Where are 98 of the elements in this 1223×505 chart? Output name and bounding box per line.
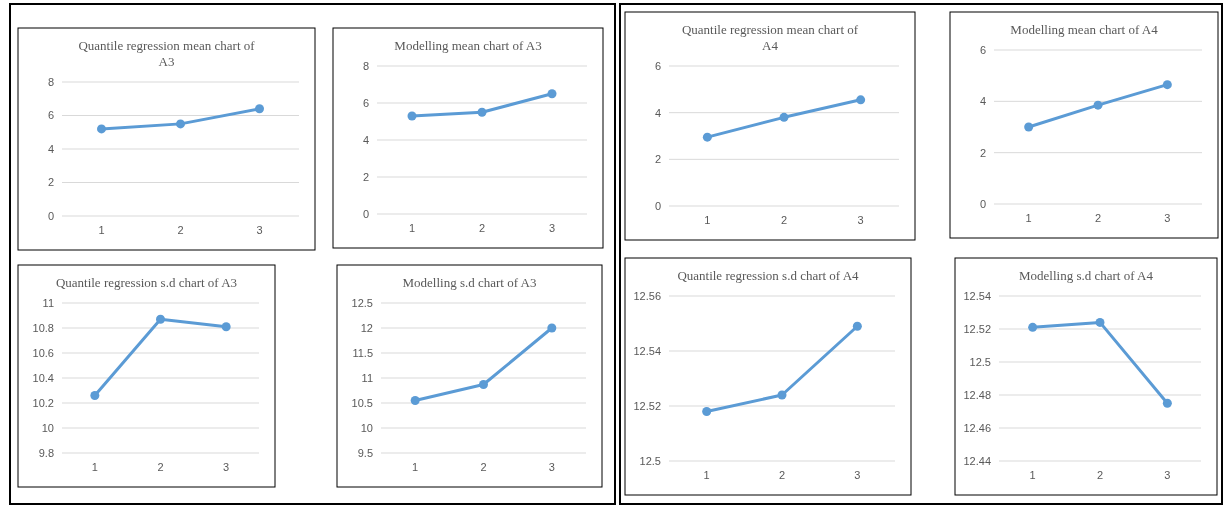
y-tick-label: 12.48 (963, 388, 991, 401)
y-tick-label: 4 (362, 133, 369, 146)
y-tick-label: 12.5 (639, 454, 661, 467)
point (702, 132, 712, 142)
y-tick-label: 12.54 (633, 344, 661, 357)
y-tick-label: 9.8 (38, 446, 54, 459)
y-tick-label: 6 (47, 109, 54, 122)
point (779, 112, 789, 122)
x-tick-label: 2 (480, 461, 487, 473)
y-tick-label: 8 (362, 59, 369, 72)
x-tick-label: 3 (548, 461, 555, 473)
y-tick-label: 6 (979, 43, 986, 56)
y-tick-label: 12.52 (633, 399, 661, 412)
x-tick-label: 2 (1094, 212, 1102, 224)
point (479, 380, 488, 389)
y-tick-label: 4 (654, 106, 661, 119)
point (702, 407, 712, 416)
chart-title: Modelling mean chart of A4 (1010, 22, 1159, 37)
point (856, 95, 866, 105)
point (97, 124, 106, 134)
point (221, 322, 231, 332)
x-tick-label: 2 (177, 224, 184, 236)
chart-title: Quantile regression s.d chart of A4 (677, 268, 860, 283)
y-tick-label: 4 (47, 142, 54, 155)
y-tick-label: 0 (654, 199, 661, 212)
y-tick-label: 12 (360, 321, 373, 334)
y-tick-label: 12.5 (969, 355, 991, 368)
y-tick-label: 12.44 (963, 454, 991, 467)
y-tick-label: 6 (654, 59, 661, 72)
x-tick-label: 2 (780, 214, 788, 226)
chart-title: Modelling s.d chart of A4 (1019, 268, 1154, 283)
x-tick-label: 1 (704, 214, 711, 226)
y-tick-label: 10 (41, 421, 54, 434)
y-tick-label: 9.5 (357, 446, 373, 459)
point (1162, 398, 1172, 408)
point (1028, 322, 1038, 332)
chart-title: Quantile regression mean chart of A4 (681, 22, 859, 53)
x-tick-label: 1 (1029, 469, 1036, 481)
y-tick-label: 10.5 (351, 396, 373, 409)
y-tick-label: 10.8 (32, 321, 54, 334)
point (90, 391, 100, 400)
y-tick-label: 11.5 (352, 346, 373, 359)
x-tick-label: 3 (854, 469, 861, 481)
y-tick-label: 10.4 (32, 371, 54, 384)
chart-title: Modelling mean chart of A3 (394, 38, 542, 53)
y-tick-label: 12.56 (633, 289, 661, 302)
y-tick-label: 11 (42, 296, 54, 309)
y-tick-label: 10 (360, 421, 373, 434)
x-tick-label: 3 (256, 224, 263, 236)
point (477, 107, 487, 117)
point (156, 314, 165, 324)
chart-title: Quantile regression s.d chart of A3 (55, 275, 238, 290)
x-tick-label: 1 (408, 222, 416, 234)
y-tick-label: 2 (979, 146, 986, 159)
y-tick-label: 2 (47, 176, 54, 189)
y-tick-label: 2 (654, 153, 661, 166)
x-tick-label: 2 (1096, 469, 1104, 481)
point (176, 119, 185, 129)
y-tick-label: 12.54 (963, 289, 991, 302)
x-tick-label: 1 (412, 461, 419, 473)
y-tick-label: 0 (362, 207, 369, 220)
chart-title: Quantile regression mean chart of A3 (78, 38, 256, 69)
chart-title: Modelling s.d chart of A3 (402, 275, 537, 290)
x-tick-label: 3 (548, 222, 556, 234)
x-tick-label: 1 (98, 224, 105, 236)
point (1024, 122, 1034, 132)
y-tick-label: 8 (47, 75, 54, 88)
point (547, 323, 557, 333)
y-tick-label: 2 (362, 170, 369, 183)
y-tick-label: 12.52 (963, 322, 991, 335)
y-tick-label: 0 (979, 197, 986, 210)
point (1095, 317, 1105, 327)
y-tick-label: 0 (47, 209, 54, 222)
x-tick-label: 2 (778, 469, 786, 481)
point (547, 89, 557, 99)
x-tick-label: 3 (857, 214, 864, 226)
y-tick-label: 10.6 (32, 346, 54, 359)
y-tick-label: 12.5 (351, 296, 373, 309)
point (852, 321, 862, 331)
point (1162, 80, 1172, 90)
x-tick-label: 1 (91, 461, 98, 473)
x-tick-label: 3 (1164, 469, 1171, 481)
x-tick-label: 2 (157, 461, 164, 473)
x-tick-label: 3 (1164, 212, 1171, 224)
y-tick-label: 12.46 (963, 421, 991, 434)
point (777, 390, 787, 400)
point (410, 396, 420, 405)
point (255, 104, 264, 114)
x-tick-label: 2 (478, 222, 486, 234)
y-tick-label: 10.2 (32, 396, 54, 409)
x-tick-label: 1 (703, 469, 710, 481)
x-tick-label: 1 (1025, 212, 1032, 224)
point (407, 111, 417, 121)
y-tick-label: 11 (361, 371, 373, 384)
y-tick-label: 6 (362, 96, 369, 109)
x-tick-label: 3 (223, 461, 230, 473)
point (1093, 100, 1103, 110)
y-tick-label: 4 (979, 95, 986, 108)
